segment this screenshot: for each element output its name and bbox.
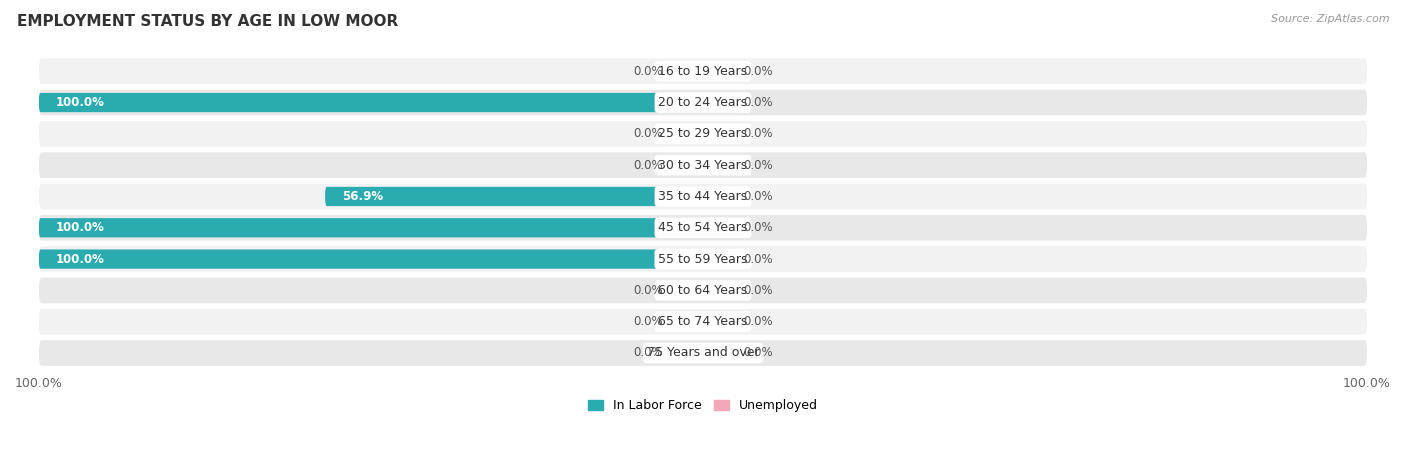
FancyBboxPatch shape bbox=[39, 59, 1367, 84]
Text: 0.0%: 0.0% bbox=[634, 65, 664, 78]
FancyBboxPatch shape bbox=[669, 62, 703, 81]
FancyBboxPatch shape bbox=[703, 312, 737, 331]
FancyBboxPatch shape bbox=[669, 124, 703, 143]
FancyBboxPatch shape bbox=[703, 281, 737, 300]
Text: 0.0%: 0.0% bbox=[634, 127, 664, 140]
FancyBboxPatch shape bbox=[669, 156, 703, 175]
Text: 55 to 59 Years: 55 to 59 Years bbox=[658, 253, 748, 266]
FancyBboxPatch shape bbox=[39, 218, 703, 237]
Text: 0.0%: 0.0% bbox=[742, 96, 772, 109]
Text: 0.0%: 0.0% bbox=[634, 284, 664, 297]
FancyBboxPatch shape bbox=[39, 93, 703, 112]
FancyBboxPatch shape bbox=[39, 249, 703, 269]
Text: 65 to 74 Years: 65 to 74 Years bbox=[658, 315, 748, 328]
FancyBboxPatch shape bbox=[703, 124, 737, 143]
FancyBboxPatch shape bbox=[39, 309, 1367, 335]
FancyBboxPatch shape bbox=[39, 90, 1367, 115]
Text: EMPLOYMENT STATUS BY AGE IN LOW MOOR: EMPLOYMENT STATUS BY AGE IN LOW MOOR bbox=[17, 14, 398, 28]
Text: 56.9%: 56.9% bbox=[342, 190, 382, 203]
FancyBboxPatch shape bbox=[669, 312, 703, 331]
FancyBboxPatch shape bbox=[39, 121, 1367, 147]
FancyBboxPatch shape bbox=[39, 340, 1367, 366]
Text: 0.0%: 0.0% bbox=[742, 284, 772, 297]
Text: 0.0%: 0.0% bbox=[742, 346, 772, 359]
Text: 100.0%: 100.0% bbox=[56, 96, 104, 109]
Text: 45 to 54 Years: 45 to 54 Years bbox=[658, 221, 748, 234]
FancyBboxPatch shape bbox=[703, 218, 737, 237]
Text: 100.0%: 100.0% bbox=[56, 253, 104, 266]
Legend: In Labor Force, Unemployed: In Labor Force, Unemployed bbox=[588, 400, 818, 413]
FancyBboxPatch shape bbox=[703, 93, 737, 112]
Text: 60 to 64 Years: 60 to 64 Years bbox=[658, 284, 748, 297]
Text: 0.0%: 0.0% bbox=[634, 315, 664, 328]
FancyBboxPatch shape bbox=[703, 62, 737, 81]
FancyBboxPatch shape bbox=[39, 246, 1367, 272]
Text: 0.0%: 0.0% bbox=[634, 159, 664, 172]
Text: 16 to 19 Years: 16 to 19 Years bbox=[658, 65, 748, 78]
Text: 0.0%: 0.0% bbox=[634, 346, 664, 359]
Text: 100.0%: 100.0% bbox=[56, 221, 104, 234]
Text: 25 to 29 Years: 25 to 29 Years bbox=[658, 127, 748, 140]
Text: 0.0%: 0.0% bbox=[742, 190, 772, 203]
FancyBboxPatch shape bbox=[39, 277, 1367, 303]
Text: 0.0%: 0.0% bbox=[742, 159, 772, 172]
FancyBboxPatch shape bbox=[703, 156, 737, 175]
FancyBboxPatch shape bbox=[669, 343, 703, 363]
Text: 75 Years and over: 75 Years and over bbox=[647, 346, 759, 359]
Text: 0.0%: 0.0% bbox=[742, 221, 772, 234]
Text: 0.0%: 0.0% bbox=[742, 65, 772, 78]
Text: Source: ZipAtlas.com: Source: ZipAtlas.com bbox=[1271, 14, 1389, 23]
FancyBboxPatch shape bbox=[325, 187, 703, 206]
FancyBboxPatch shape bbox=[703, 249, 737, 269]
FancyBboxPatch shape bbox=[669, 281, 703, 300]
FancyBboxPatch shape bbox=[703, 343, 737, 363]
Text: 0.0%: 0.0% bbox=[742, 127, 772, 140]
Text: 35 to 44 Years: 35 to 44 Years bbox=[658, 190, 748, 203]
Text: 20 to 24 Years: 20 to 24 Years bbox=[658, 96, 748, 109]
FancyBboxPatch shape bbox=[39, 215, 1367, 240]
FancyBboxPatch shape bbox=[39, 152, 1367, 178]
FancyBboxPatch shape bbox=[703, 187, 737, 206]
Text: 30 to 34 Years: 30 to 34 Years bbox=[658, 159, 748, 172]
FancyBboxPatch shape bbox=[39, 184, 1367, 209]
Text: 0.0%: 0.0% bbox=[742, 253, 772, 266]
Text: 0.0%: 0.0% bbox=[742, 315, 772, 328]
